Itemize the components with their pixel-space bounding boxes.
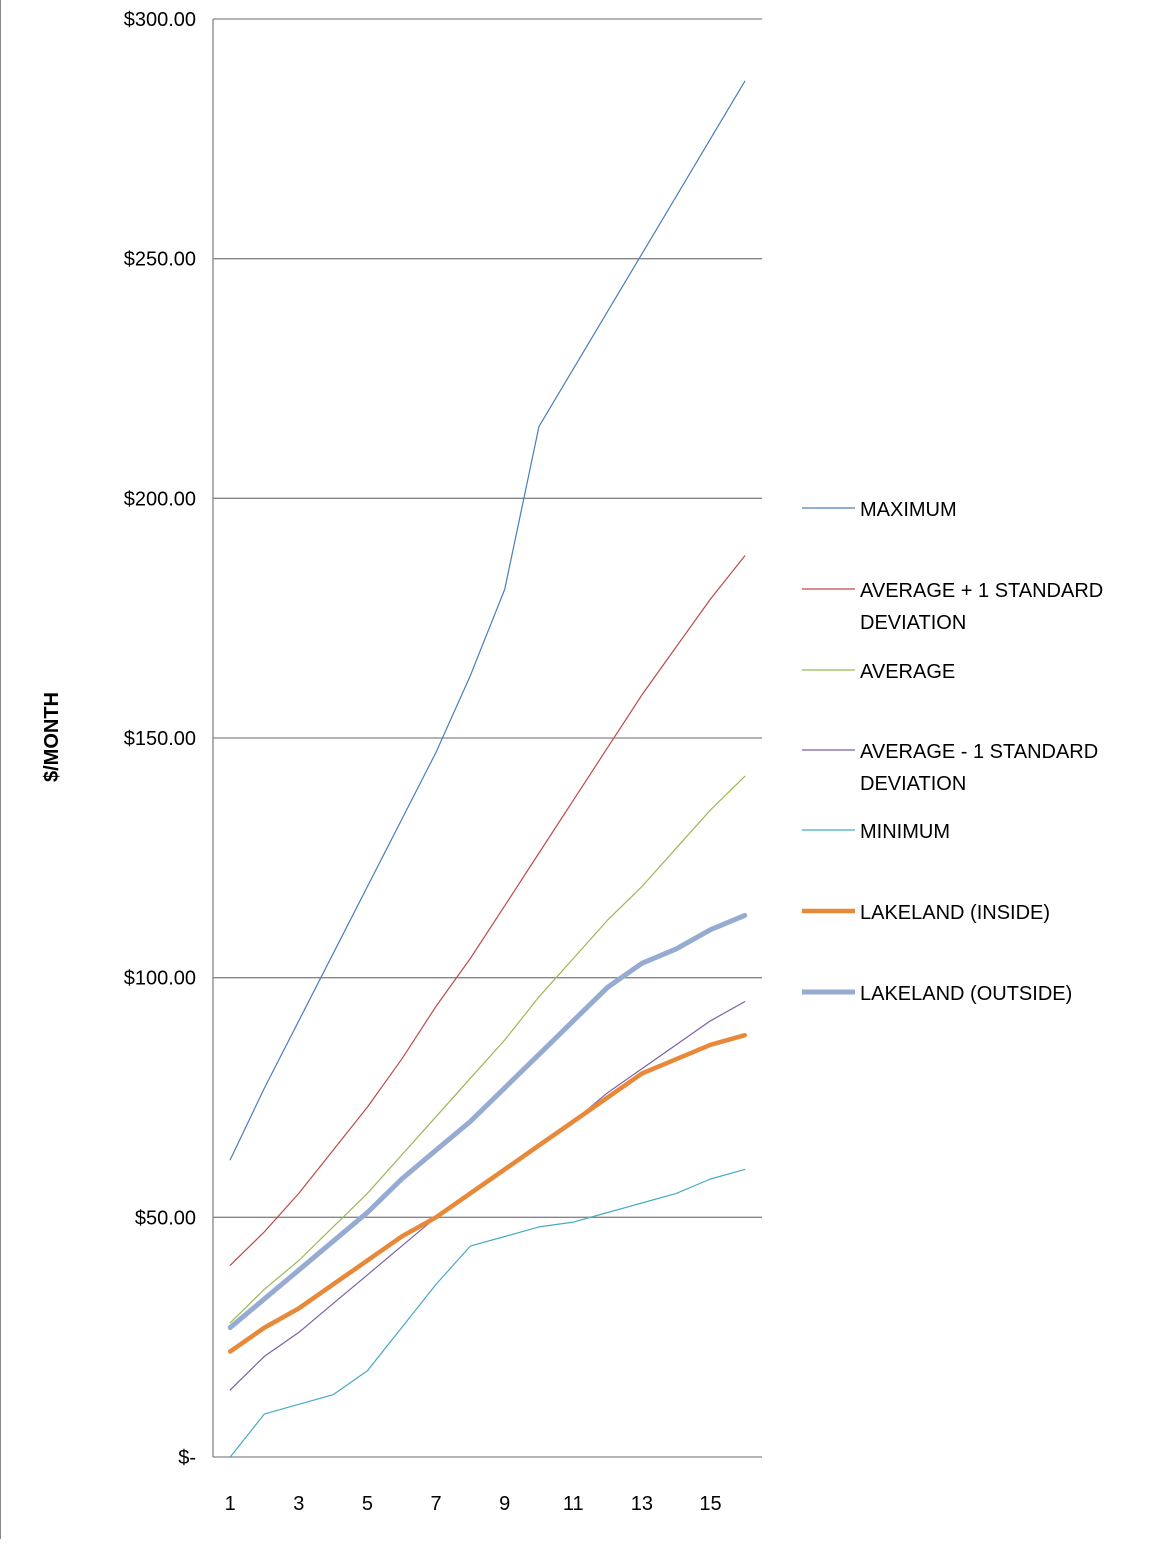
legend-item-7: LAKELAND (OUTSIDE) <box>802 983 1072 1005</box>
legend-label: DEVIATION <box>860 773 966 795</box>
y-tick-labels: $- $50.00 $100.00 $150.00 $200.00 $250.00 $300… <box>124 9 196 1469</box>
legend-label: MINIMUM <box>860 821 950 843</box>
y-tick-label: $200.00 <box>124 488 196 510</box>
series-path <box>230 1035 745 1351</box>
legend-label: DEVIATION <box>860 612 966 634</box>
legend-item-4: AVERAGE - 1 STANDARD DEVIATION <box>802 741 1098 795</box>
legend-item-3: AVERAGE <box>802 661 955 683</box>
frame-left-border <box>0 0 1 1539</box>
series-line-6 <box>230 1035 745 1351</box>
legend-item-2: AVERAGE + 1 STANDARD DEVIATION <box>802 580 1103 634</box>
y-tick-label: $300.00 <box>124 9 196 31</box>
x-tick-label: 1 <box>225 1493 236 1515</box>
x-tick-label: 13 <box>631 1493 653 1515</box>
series-line-2 <box>230 556 745 1265</box>
legend-item-6: LAKELAND (INSIDE) <box>802 902 1050 924</box>
legend-label: LAKELAND (OUTSIDE) <box>860 983 1072 1005</box>
series-path <box>230 1169 745 1457</box>
series-layer <box>230 81 745 1457</box>
legend-label: LAKELAND (INSIDE) <box>860 902 1050 924</box>
x-tick-label: 15 <box>699 1493 721 1515</box>
legend-item-5: MINIMUM <box>802 821 950 843</box>
series-path <box>230 81 745 1160</box>
series-line-1 <box>230 81 745 1160</box>
y-tick-label: $250.00 <box>124 249 196 271</box>
legend-label: AVERAGE + 1 STANDARD <box>860 580 1103 602</box>
y-tick-label: $150.00 <box>124 728 196 750</box>
y-axis-label: $/MONTH <box>41 692 63 782</box>
legend-label: AVERAGE - 1 STANDARD <box>860 741 1098 763</box>
x-tick-label: 11 <box>563 1493 584 1515</box>
legend-item-1: MAXIMUM <box>802 499 957 521</box>
x-tick-label: 5 <box>362 1493 373 1515</box>
y-tick-label: $- <box>178 1447 196 1469</box>
legend-label: AVERAGE <box>860 661 955 683</box>
series-path <box>230 556 745 1265</box>
y-tick-label: $100.00 <box>124 968 196 990</box>
legend-label: MAXIMUM <box>860 499 957 521</box>
x-tick-label: 7 <box>430 1493 441 1515</box>
x-tick-label: 9 <box>499 1493 510 1515</box>
series-line-5 <box>230 1169 745 1457</box>
x-tick-label: 3 <box>293 1493 304 1515</box>
y-tick-label: $50.00 <box>135 1207 196 1229</box>
